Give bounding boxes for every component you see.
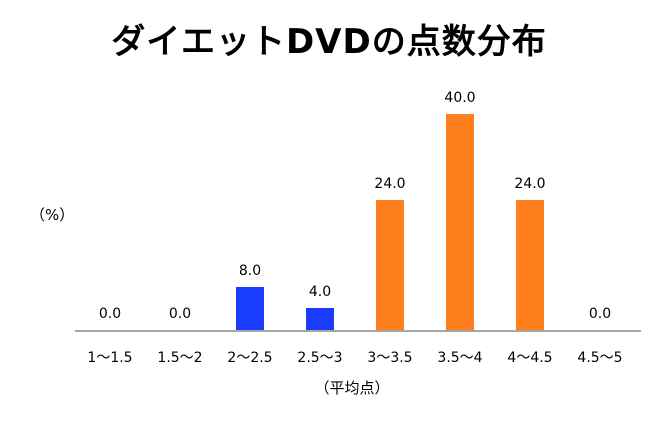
bar [376, 200, 404, 330]
x-tick-label: 1.5〜2 [157, 350, 203, 366]
plot-area: 0.0 0.0 8.0 4.0 24.0 40.0 24.0 0.0 [75, 80, 641, 332]
chart-title: ダイエットDVDの点数分布 [111, 22, 547, 62]
bar-value-label: 24.0 [514, 176, 546, 192]
x-tick-label: 2.5〜3 [297, 350, 343, 366]
bar-value-label: 0.0 [588, 306, 612, 322]
x-tick-label: 3〜3.5 [367, 350, 413, 366]
x-tick-label: 4.5〜5 [577, 350, 623, 366]
x-tick-label: 4〜4.5 [507, 350, 553, 366]
x-tick-label: 2〜2.5 [227, 350, 273, 366]
bar-value-label: 24.0 [374, 176, 406, 192]
bar-value-label: 8.0 [238, 263, 262, 279]
x-tick-label: 1〜1.5 [87, 350, 133, 366]
x-axis-label: （平均点） [314, 379, 390, 397]
bar [236, 287, 264, 330]
bar-value-label: 0.0 [98, 306, 122, 322]
x-tick-label: 3.5〜4 [437, 350, 483, 366]
bar-value-label: 0.0 [168, 306, 192, 322]
bar [516, 200, 544, 330]
x-axis-line [75, 330, 641, 332]
bar-value-label: 40.0 [444, 90, 476, 106]
bar [446, 114, 474, 330]
bar-value-label: 4.0 [308, 284, 332, 300]
bar [306, 308, 334, 330]
y-axis-label: （%） [30, 206, 75, 224]
